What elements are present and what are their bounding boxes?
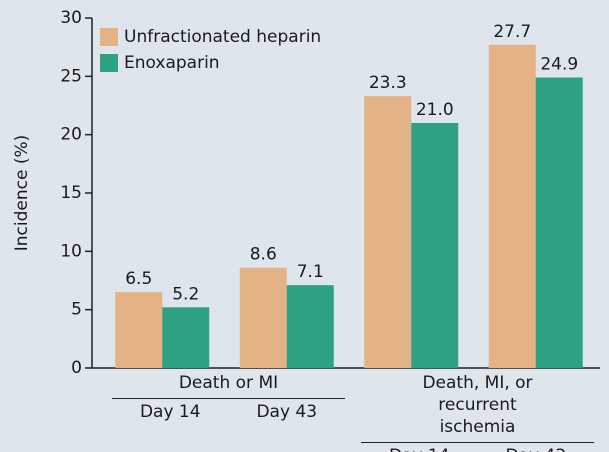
value-label: 5.2 <box>172 284 199 304</box>
value-label: 8.6 <box>250 245 277 265</box>
group-block: Death or MI Day 14 Day 43 <box>112 372 345 423</box>
y-tick-label: 0 <box>71 358 82 378</box>
value-label: 21.0 <box>416 100 454 120</box>
value-label: 23.3 <box>369 73 407 93</box>
x-tick-label: Day 14 <box>389 445 450 452</box>
bar <box>535 77 583 368</box>
group-block: Death, MI, or recurrent ischemiaDay 14Da… <box>361 372 594 452</box>
group: Death or MI Day 14 Day 43 <box>112 372 345 423</box>
legend-swatch <box>100 28 118 46</box>
value-label: 24.9 <box>540 55 578 75</box>
y-tick-label: 15 <box>60 183 82 203</box>
group: Death, MI, or recurrent ischemiaDay 14Da… <box>361 372 594 452</box>
value-label: 6.5 <box>125 269 152 289</box>
x-tick-label: Day 14 <box>139 402 201 422</box>
value-label: 7.1 <box>297 262 324 282</box>
bar <box>239 267 287 368</box>
bar <box>115 292 163 368</box>
bar <box>488 44 536 368</box>
bar <box>286 285 334 368</box>
bar <box>411 123 459 368</box>
bar <box>162 307 210 368</box>
category-row: Day 14 Day 43 <box>112 399 345 423</box>
group-label: Death, MI, or recurrent ischemia <box>361 372 594 443</box>
legend-swatch <box>100 54 118 72</box>
y-axis-label: Incidence (%) <box>12 135 32 252</box>
y-tick-label: 30 <box>60 8 82 28</box>
y-tick-label: 5 <box>71 300 82 320</box>
x-tick-label: Day 43 <box>256 402 318 422</box>
category-row: Day 14 Day 43 <box>361 443 594 452</box>
y-tick-label: 20 <box>60 125 82 145</box>
legend-label: Unfractionated heparin <box>124 27 321 47</box>
legend-label: Enoxaparin <box>124 53 220 73</box>
value-label: 27.7 <box>493 22 531 42</box>
group-label: Death or MI <box>112 372 345 399</box>
x-tick-label: Day 43 <box>505 445 566 452</box>
y-tick-label: 25 <box>60 66 82 86</box>
bar <box>364 96 412 369</box>
y-tick-label: 10 <box>60 241 82 261</box>
